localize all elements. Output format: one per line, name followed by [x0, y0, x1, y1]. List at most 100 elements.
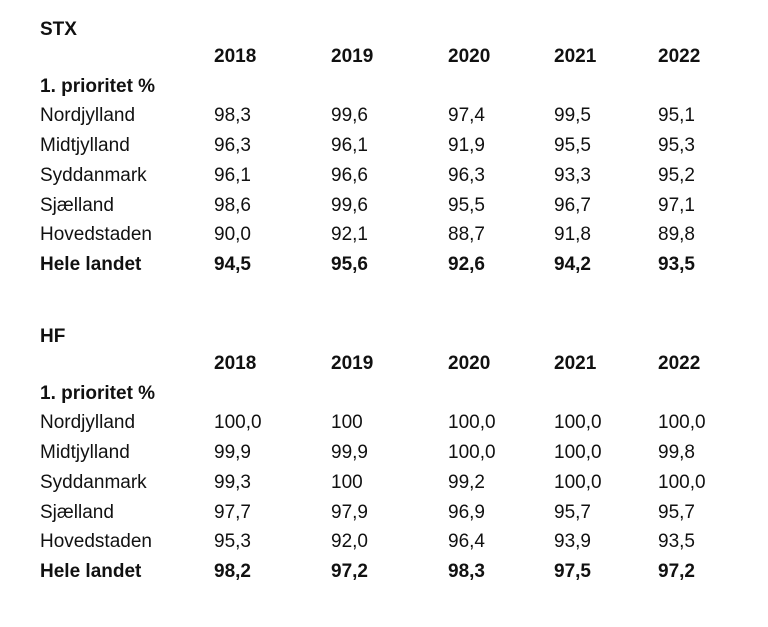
- value-cell: 97,9: [331, 501, 368, 523]
- region-label: Sjælland: [40, 194, 114, 216]
- subheading-row: 1. prioritet %: [40, 72, 738, 102]
- value-cell: 100,0: [448, 412, 496, 434]
- total-row: Hele landet 94,5 95,6 92,6 94,2 93,5: [40, 250, 738, 280]
- subheading-row: 1. prioritet %: [40, 379, 738, 409]
- region-label: Hovedstaden: [40, 224, 152, 246]
- total-label: Hele landet: [40, 253, 142, 275]
- value-cell: 99,6: [331, 194, 368, 216]
- table-row: Midtjylland 96,3 96,1 91,9 95,5 95,3: [40, 131, 738, 161]
- region-label: Nordjylland: [40, 412, 136, 434]
- value-cell: 100,0: [214, 412, 262, 434]
- value-cell: 93,5: [658, 531, 695, 553]
- region-label: Midtjylland: [40, 442, 130, 464]
- hf-section: HF 2018 2019 2020 2021 2022 1. prioritet…: [40, 325, 740, 587]
- table-row: Sjælland 97,7 97,9 96,9 95,7 95,7: [40, 498, 738, 528]
- year-header: 2019: [331, 353, 374, 374]
- region-label: Midtjylland: [40, 135, 130, 157]
- total-value-cell: 95,6: [331, 253, 368, 275]
- value-cell: 91,8: [554, 224, 591, 246]
- value-cell: 99,3: [214, 471, 251, 493]
- total-value-cell: 94,2: [554, 253, 591, 275]
- value-cell: 96,9: [448, 501, 485, 523]
- table-row: Syddanmark 96,1 96,6 96,3 93,3 95,2: [40, 161, 738, 191]
- total-value-cell: 97,2: [658, 560, 695, 582]
- year-header: 2019: [331, 46, 374, 67]
- value-cell: 97,7: [214, 501, 251, 523]
- value-cell: 100,0: [554, 412, 602, 434]
- year-header-row: 2018 2019 2020 2021 2022: [40, 42, 738, 72]
- hf-title: HF: [40, 326, 66, 347]
- total-value-cell: 97,5: [554, 560, 591, 582]
- value-cell: 95,3: [658, 135, 695, 157]
- value-cell: 99,5: [554, 105, 591, 127]
- stx-table: 2018 2019 2020 2021 2022 1. prioritet % …: [40, 42, 738, 280]
- value-cell: 99,9: [331, 442, 368, 464]
- value-cell: 97,4: [448, 105, 485, 127]
- value-cell: 98,6: [214, 194, 251, 216]
- value-cell: 100,0: [658, 412, 706, 434]
- year-header: 2018: [214, 46, 257, 67]
- value-cell: 92,1: [331, 224, 368, 246]
- table-row: Midtjylland 99,9 99,9 100,0 100,0 99,8: [40, 438, 738, 468]
- value-cell: 96,7: [554, 194, 591, 216]
- year-header: 2021: [554, 46, 597, 67]
- value-cell: 90,0: [214, 224, 251, 246]
- table-row: Hovedstaden 90,0 92,1 88,7 91,8 89,8: [40, 220, 738, 250]
- value-cell: 95,3: [214, 531, 251, 553]
- subheading: 1. prioritet %: [40, 382, 156, 404]
- region-label: Hovedstaden: [40, 531, 152, 553]
- year-header: 2020: [448, 46, 491, 67]
- value-cell: 100: [331, 471, 363, 493]
- total-value-cell: 92,6: [448, 253, 485, 275]
- table-row: Nordjylland 98,3 99,6 97,4 99,5 95,1: [40, 101, 738, 131]
- value-cell: 95,5: [448, 194, 485, 216]
- hf-table: 2018 2019 2020 2021 2022 1. prioritet % …: [40, 349, 738, 587]
- value-cell: 96,4: [448, 531, 485, 553]
- year-header-row: 2018 2019 2020 2021 2022: [40, 349, 738, 379]
- table-row: Nordjylland 100,0 100 100,0 100,0 100,0: [40, 408, 738, 438]
- table-row: Syddanmark 99,3 100 99,2 100,0 100,0: [40, 468, 738, 498]
- value-cell: 99,9: [214, 442, 251, 464]
- value-cell: 95,1: [658, 105, 695, 127]
- value-cell: 97,1: [658, 194, 695, 216]
- value-cell: 96,3: [448, 164, 485, 186]
- total-row: Hele landet 98,2 97,2 98,3 97,5 97,2: [40, 557, 738, 587]
- value-cell: 95,7: [658, 501, 695, 523]
- value-cell: 88,7: [448, 224, 485, 246]
- value-cell: 99,6: [331, 105, 368, 127]
- value-cell: 100,0: [554, 442, 602, 464]
- value-cell: 95,2: [658, 164, 695, 186]
- total-value-cell: 94,5: [214, 253, 251, 275]
- value-cell: 100,0: [554, 471, 602, 493]
- value-cell: 92,0: [331, 531, 368, 553]
- value-cell: 89,8: [658, 224, 695, 246]
- year-header: 2020: [448, 353, 491, 374]
- empty-header-cell: [40, 349, 214, 379]
- value-cell: 100,0: [448, 442, 496, 464]
- total-label: Hele landet: [40, 560, 142, 582]
- total-value-cell: 98,3: [448, 560, 485, 582]
- stx-title: STX: [40, 19, 77, 40]
- table-row: Hovedstaden 95,3 92,0 96,4 93,9 93,5: [40, 527, 738, 557]
- empty-header-cell: [40, 42, 214, 72]
- year-header: 2018: [214, 353, 257, 374]
- subheading: 1. prioritet %: [40, 75, 156, 97]
- year-header: 2022: [658, 353, 701, 374]
- total-value-cell: 93,5: [658, 253, 695, 275]
- value-cell: 100: [331, 412, 363, 434]
- value-cell: 98,3: [214, 105, 251, 127]
- stx-section: STX 2018 2019 2020 2021 2022 1. priorite…: [40, 18, 740, 280]
- year-header: 2022: [658, 46, 701, 67]
- value-cell: 91,9: [448, 135, 485, 157]
- value-cell: 99,8: [658, 442, 695, 464]
- value-cell: 95,7: [554, 501, 591, 523]
- total-value-cell: 98,2: [214, 560, 251, 582]
- value-cell: 96,6: [331, 164, 368, 186]
- total-value-cell: 97,2: [331, 560, 368, 582]
- value-cell: 93,3: [554, 164, 591, 186]
- region-label: Nordjylland: [40, 105, 136, 127]
- value-cell: 100,0: [658, 471, 706, 493]
- value-cell: 96,1: [331, 135, 368, 157]
- region-label: Syddanmark: [40, 471, 147, 493]
- region-label: Syddanmark: [40, 164, 147, 186]
